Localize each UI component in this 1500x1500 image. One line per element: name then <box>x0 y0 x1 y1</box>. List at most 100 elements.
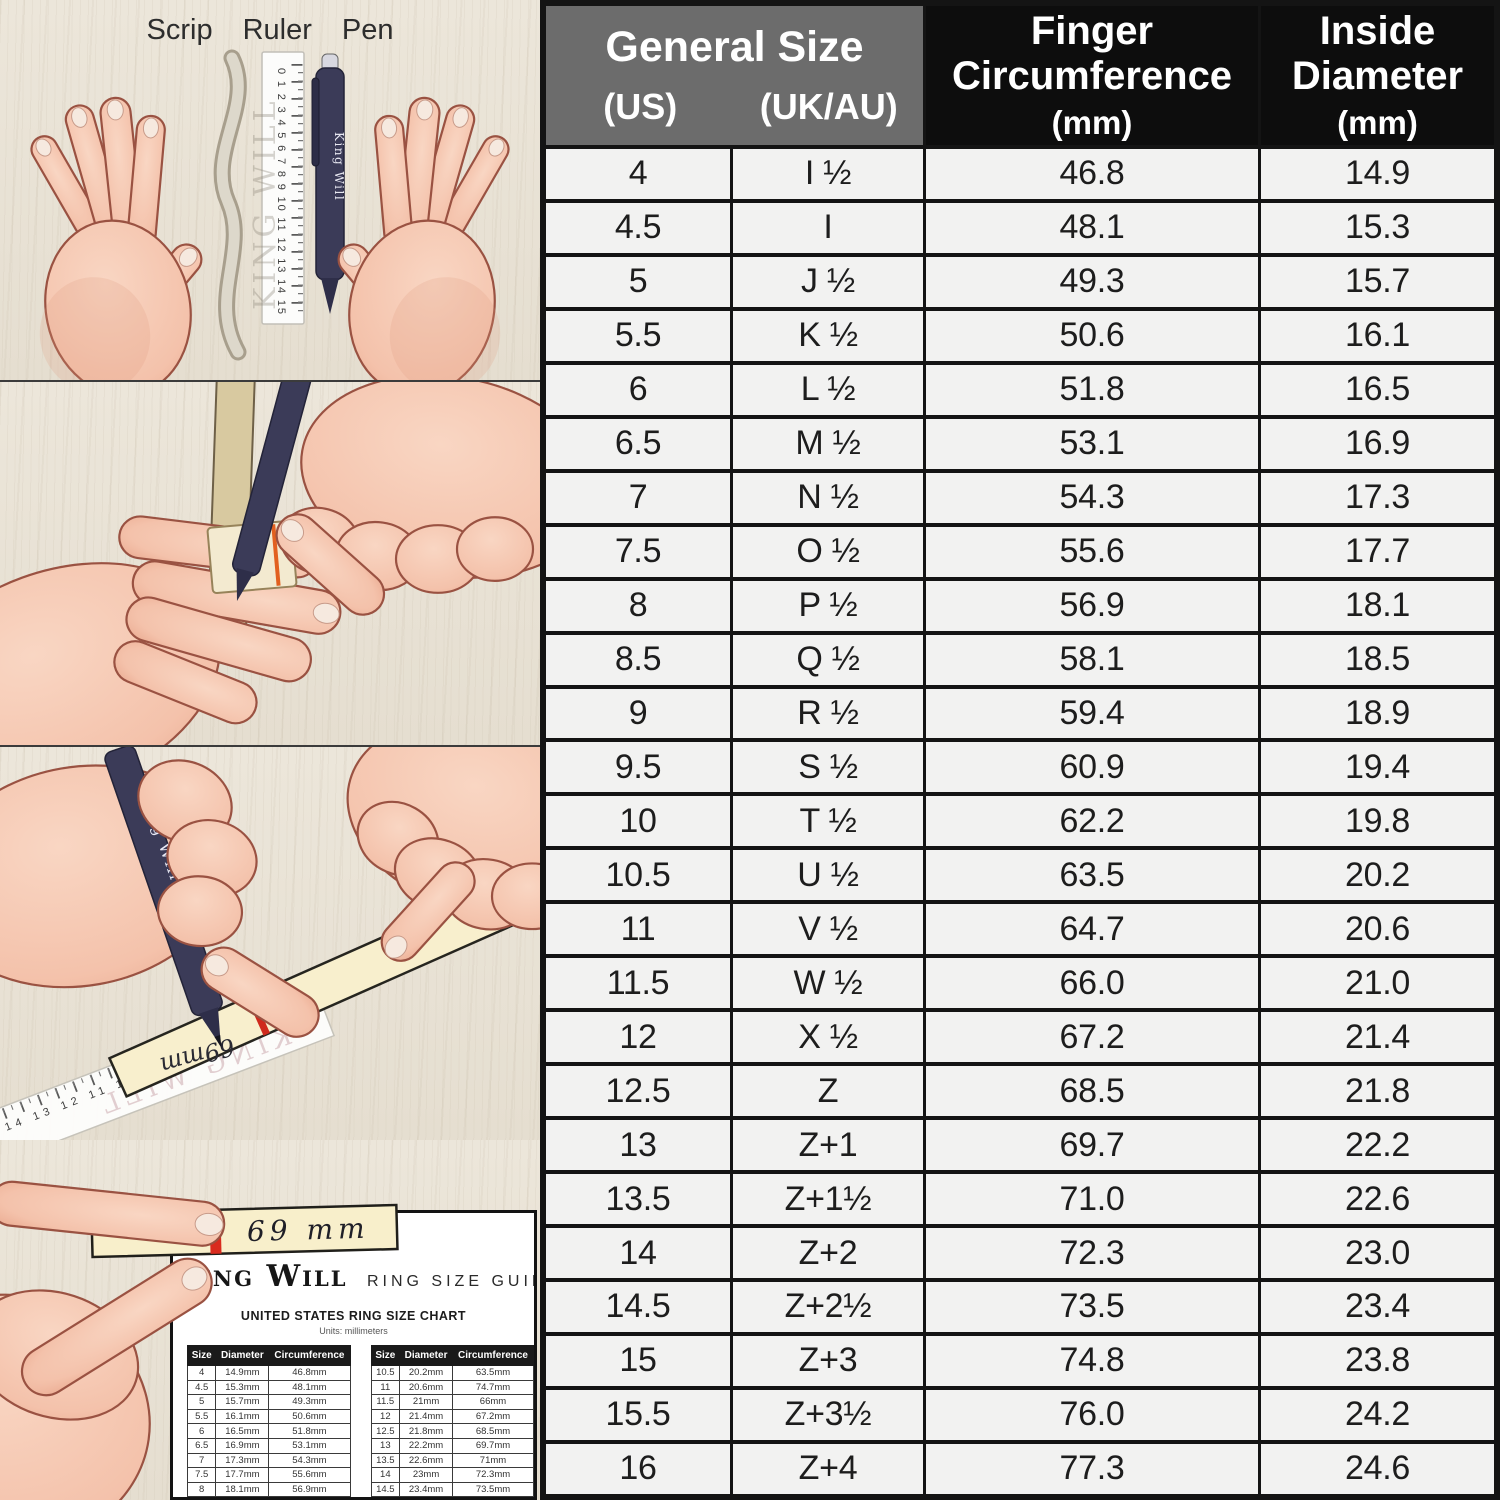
mini-chart-row: 7.5 17.7mm 55.6mm <box>186 1467 351 1483</box>
finger-line2: Circumference <box>951 53 1233 98</box>
us-size-cell: 15.5 <box>546 1389 730 1440</box>
mini-chart-row: 6 16.5mm 51.8mm <box>186 1423 351 1439</box>
us-size-cell: 11 <box>546 904 730 955</box>
mini-chart-row: 12.5 21.8mm 68.5mm <box>370 1423 534 1439</box>
table-header: General Size (US) (UK/AU) Finger Circumf… <box>546 6 1494 145</box>
diameter-cell: 22.6 <box>1261 1174 1494 1225</box>
uk-au-size-cell: Z+4 <box>733 1443 923 1494</box>
mini-size-value: 5.5 <box>186 1408 217 1425</box>
size-table-row: 11.5 W ½ 66.0 21.0 <box>546 958 1494 1009</box>
circumference-cell: 77.3 <box>926 1443 1258 1494</box>
size-table-row: 13.5 Z+1½ 71.0 22.6 <box>546 1174 1494 1225</box>
inside-unit: (mm) <box>1337 104 1418 142</box>
materials-illustration: KING WILL 0 1 2 3 4 5 6 7 8 9 10 11 12 1… <box>30 49 515 380</box>
circumference-cell: 74.8 <box>926 1335 1258 1386</box>
mini-size-value: 8 <box>186 1481 217 1497</box>
size-table-row: 9.5 S ½ 60.9 19.4 <box>546 742 1494 793</box>
diameter-cell: 17.3 <box>1261 472 1494 523</box>
uk-au-size-cell: M ½ <box>733 418 923 469</box>
uk-au-size-cell: S ½ <box>733 742 923 793</box>
materials-labels: Scrip Ruler Pen <box>0 14 540 47</box>
uk-au-size-cell: T ½ <box>733 796 923 847</box>
right-hand-illustration <box>346 747 540 962</box>
uk-au-size-cell: Z <box>733 1066 923 1117</box>
circumference-cell: 49.3 <box>926 256 1258 307</box>
circumference-cell: 69.7 <box>926 1120 1258 1171</box>
us-size-cell: 10 <box>546 796 730 847</box>
size-table-row: 8 P ½ 56.9 18.1 <box>546 580 1494 631</box>
header-uk-au: (UK/AU) <box>759 86 898 127</box>
uk-au-size-cell: R ½ <box>733 688 923 739</box>
us-size-cell: 6 <box>546 364 730 415</box>
us-size-cell: 6.5 <box>546 418 730 469</box>
mini-chart-row: 11 20.6mm 74.7mm <box>370 1379 534 1396</box>
inside-line1: Inside <box>1319 8 1436 53</box>
mini-chart-row: 8.5 18.5mm 58.1mm <box>186 1496 351 1497</box>
uk-au-size-cell: I ½ <box>733 149 923 199</box>
header-inside-diameter: Inside Diameter (mm) <box>1261 6 1494 145</box>
us-size-cell: 16 <box>546 1443 730 1494</box>
size-table-row: 7 N ½ 54.3 17.3 <box>546 472 1494 523</box>
size-table-row: 6.5 M ½ 53.1 16.9 <box>546 418 1494 469</box>
right-hand-illustration <box>331 95 515 380</box>
left-hand-illustration <box>30 96 203 380</box>
circumference-cell: 76.0 <box>926 1389 1258 1440</box>
us-size-cell: 9.5 <box>546 742 730 793</box>
scrip-label: Scrip <box>146 14 213 46</box>
size-table-row: 12 X ½ 67.2 21.4 <box>546 1012 1494 1063</box>
result-illustration: 69 mm <box>0 1180 399 1500</box>
circumference-cell: 62.2 <box>926 796 1258 847</box>
diameter-cell: 23.8 <box>1261 1335 1494 1386</box>
diameter-cell: 14.9 <box>1261 149 1494 199</box>
uk-au-size-cell: Z+2 <box>733 1228 923 1279</box>
us-size-cell: 5.5 <box>546 310 730 361</box>
panel-materials: Scrip Ruler Pen <box>0 0 540 380</box>
mini-chart-row: 12 21.4mm 67.2mm <box>370 1408 534 1425</box>
diameter-cell: 18.5 <box>1261 634 1494 685</box>
uk-au-size-cell: J ½ <box>733 256 923 307</box>
diameter-cell: 17.7 <box>1261 526 1494 577</box>
diameter-cell: 23.4 <box>1261 1282 1494 1332</box>
circumference-cell: 50.6 <box>926 310 1258 361</box>
mini-chart-row: 15 23.8mm 74.8mm <box>370 1496 534 1497</box>
uk-au-size-cell: N ½ <box>733 472 923 523</box>
uk-au-size-cell: K ½ <box>733 310 923 361</box>
mini-size-value: 8.5 <box>186 1496 217 1497</box>
circumference-cell: 68.5 <box>926 1066 1258 1117</box>
mark-illustration: KING WILL 15 14 13 12 11 10 9 8 7 6 5 4 … <box>0 747 540 1140</box>
circumference-cell: 59.4 <box>926 688 1258 739</box>
us-size-cell: 10.5 <box>546 850 730 901</box>
pen-clip <box>311 77 320 167</box>
panel-result: King Will RING SIZE GUIDE UNITED STATES … <box>0 1140 540 1500</box>
ruler-watermark: KING WILL <box>248 97 283 310</box>
pen-illustration <box>231 382 320 602</box>
circumference-cell: 53.1 <box>926 418 1258 469</box>
size-table-row: 10 T ½ 62.2 19.8 <box>546 796 1494 847</box>
size-table-row: 12.5 Z 68.5 21.8 <box>546 1066 1494 1117</box>
instruction-panels: Scrip Ruler Pen <box>0 0 540 1500</box>
guide-title: RING SIZE GUIDE <box>366 1273 534 1290</box>
size-table-row: 4 I ½ 46.8 14.9 <box>546 149 1494 199</box>
pen-tip <box>321 278 339 314</box>
pen-illustration: King Will <box>311 53 346 314</box>
diameter-cell: 20.2 <box>1261 850 1494 901</box>
diameter-cell: 22.2 <box>1261 1120 1494 1171</box>
circumference-cell: 60.9 <box>926 742 1258 793</box>
scrip-ribbon-illustration <box>213 49 247 361</box>
circumference-cell: 58.1 <box>926 634 1258 685</box>
us-size-cell: 7 <box>546 472 730 523</box>
size-table-row: 10.5 U ½ 63.5 20.2 <box>546 850 1494 901</box>
diameter-cell: 16.5 <box>1261 364 1494 415</box>
diameter-cell: 24.6 <box>1261 1443 1494 1494</box>
mini-col-diameter: Diameter <box>215 1345 270 1366</box>
circumference-cell: 46.8 <box>926 149 1258 199</box>
uk-au-size-cell: O ½ <box>733 526 923 577</box>
size-table-row: 8.5 Q ½ 58.1 18.5 <box>546 634 1494 685</box>
diameter-cell: 15.3 <box>1261 202 1494 253</box>
us-size-cell: 13 <box>546 1120 730 1171</box>
table-body: 4 I ½ 46.8 14.9 4.5 I 48.1 15.3 5 J ½ 49… <box>546 149 1494 1494</box>
header-finger-circumference: Finger Circumference (mm) <box>926 6 1258 145</box>
us-size-cell: 15 <box>546 1335 730 1386</box>
us-size-cell: 12 <box>546 1012 730 1063</box>
